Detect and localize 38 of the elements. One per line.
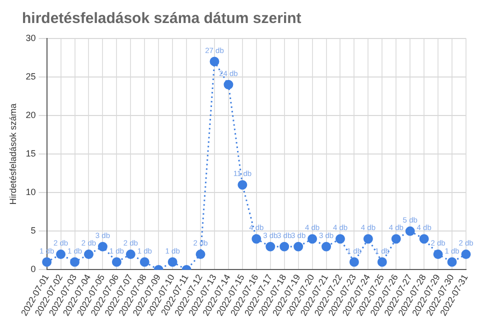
point xyxy=(56,250,66,260)
point xyxy=(84,250,94,260)
y-tick-label: 25 xyxy=(26,71,36,82)
point xyxy=(335,234,345,244)
point xyxy=(308,234,318,244)
y-tick-label: 30 xyxy=(26,32,36,43)
point xyxy=(322,242,332,252)
y-tick-label: 0 xyxy=(30,264,36,274)
chart-title: hirdetésfeladások száma dátum szerint xyxy=(22,10,302,27)
point xyxy=(210,56,220,66)
point xyxy=(363,234,373,244)
point xyxy=(447,257,457,267)
point xyxy=(377,257,387,267)
point xyxy=(391,234,401,244)
y-tick-label: 15 xyxy=(26,148,36,159)
point xyxy=(419,234,429,244)
point xyxy=(280,242,290,252)
point xyxy=(98,242,108,252)
y-axis-title: Hirdetésfeladások száma xyxy=(8,104,18,205)
y-tick-label: 10 xyxy=(26,187,36,198)
point xyxy=(405,226,415,236)
point xyxy=(461,250,471,260)
point xyxy=(266,242,276,252)
point xyxy=(238,180,248,190)
point xyxy=(168,257,178,267)
point xyxy=(196,250,206,260)
point xyxy=(294,242,304,252)
point xyxy=(252,234,262,244)
point xyxy=(126,250,136,260)
point xyxy=(70,257,80,267)
y-tick-label: 5 xyxy=(30,226,36,236)
point xyxy=(349,257,359,267)
point xyxy=(224,80,234,90)
point xyxy=(140,257,150,267)
y-tick-label: 20 xyxy=(26,110,36,120)
point xyxy=(433,250,443,260)
point xyxy=(112,257,122,267)
point xyxy=(42,257,52,267)
